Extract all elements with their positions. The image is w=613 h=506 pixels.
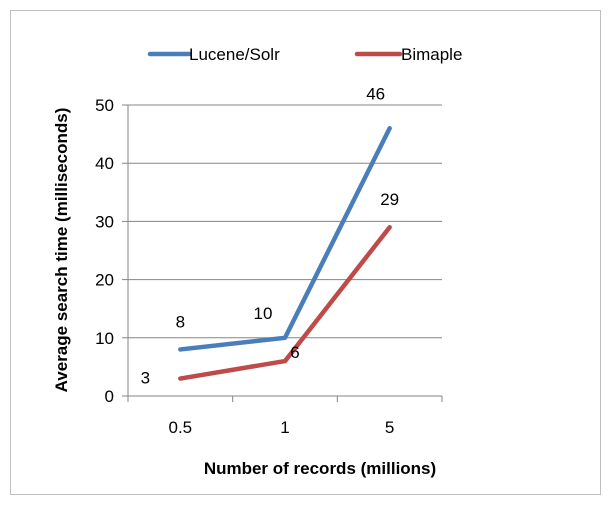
y-tick-label: 20 <box>95 271 114 290</box>
axes <box>127 105 443 402</box>
y-axis-title: Average search time (milliseconds) <box>52 108 71 393</box>
y-tick-label: 50 <box>95 96 114 115</box>
y-tick-label: 0 <box>105 387 114 406</box>
data-labels: 8 10 46 3 6 29 <box>141 84 400 387</box>
y-tick-label: 30 <box>95 212 114 231</box>
legend: Lucene/Solr Bimaple <box>147 45 462 64</box>
x-tick-label: 1 <box>280 418 289 437</box>
series-lines <box>178 126 392 381</box>
y-tick-labels: 0 10 20 30 40 50 <box>95 96 114 406</box>
x-tick-labels: 0.5 1 5 <box>169 418 395 437</box>
x-axis-title: Number of records (millions) <box>204 459 436 478</box>
x-tick-label: 5 <box>385 418 394 437</box>
data-label: 29 <box>380 190 399 209</box>
data-label: 10 <box>254 304 273 323</box>
y-tick-label: 40 <box>95 154 114 173</box>
y-tick-label: 10 <box>95 329 114 348</box>
data-label: 3 <box>141 369 150 388</box>
data-label: 8 <box>176 312 185 331</box>
legend-label: Bimaple <box>401 45 462 64</box>
data-label: 46 <box>366 84 385 103</box>
chart-border <box>10 10 601 495</box>
x-tick-label: 0.5 <box>169 418 193 437</box>
gridlines <box>122 104 442 397</box>
series-line-bimaple <box>178 224 392 381</box>
data-label: 6 <box>290 343 299 362</box>
series-line-lucene-solr <box>178 126 392 352</box>
legend-label: Lucene/Solr <box>189 45 280 64</box>
